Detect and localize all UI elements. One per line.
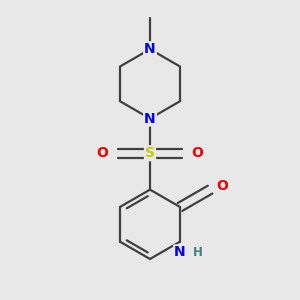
Text: N: N (144, 112, 156, 125)
Text: N: N (174, 245, 186, 260)
Text: O: O (217, 178, 228, 193)
Text: S: S (145, 146, 155, 160)
Text: O: O (97, 146, 108, 160)
Text: H: H (193, 246, 203, 259)
Text: N: N (144, 42, 156, 56)
Text: O: O (192, 146, 203, 160)
